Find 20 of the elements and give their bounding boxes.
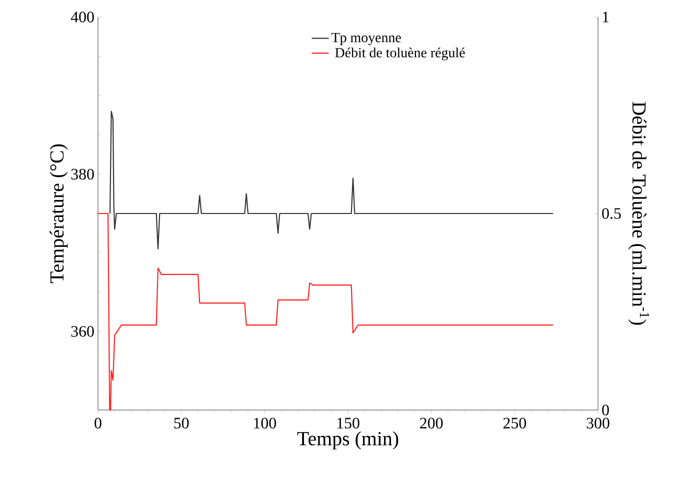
x-tick-label: 100 <box>254 418 276 429</box>
y-tick-label: 380 <box>71 168 94 180</box>
legend-label: Tp moyenne <box>332 32 401 46</box>
x-tick-label: 250 <box>503 418 526 429</box>
x-tick-label: 50 <box>174 418 189 429</box>
x-tick-label: 300 <box>586 418 610 429</box>
y-tick-label: 360 <box>71 326 94 337</box>
y2-tick-label: 0.5 <box>602 208 621 219</box>
y2-tick-label: 1 <box>602 12 609 22</box>
y-tick-label: 400 <box>70 12 94 22</box>
y2-axis-title: Débit de Toluène (ml.min$^{-1}$) <box>628 102 650 325</box>
legend-label: Débit de toluène régulé <box>335 48 465 60</box>
y2-tick-label: 0 <box>602 404 609 416</box>
line-series <box>109 110 554 250</box>
y-axis-title: Température (°C) <box>50 144 68 284</box>
x-tick-label: 150 <box>337 418 360 429</box>
line-series <box>97 212 554 411</box>
x-tick-label: 0 <box>94 418 102 429</box>
x-axis-title: Temps (min) <box>297 431 398 450</box>
x-tick-label: 200 <box>420 418 443 429</box>
